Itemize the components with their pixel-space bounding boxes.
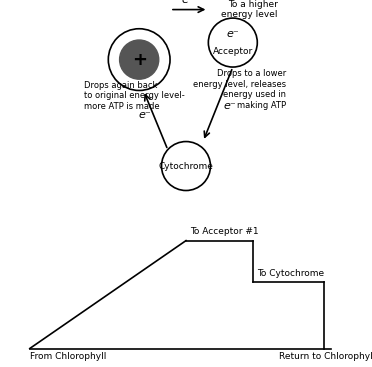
Text: e⁻: e⁻ — [227, 29, 239, 39]
Text: Acceptor: Acceptor — [213, 47, 253, 55]
Text: e⁻: e⁻ — [182, 0, 195, 6]
Text: Cytochrome: Cytochrome — [158, 161, 214, 171]
Text: Return to Chlorophyll: Return to Chlorophyll — [279, 352, 372, 361]
Text: From Chlorophyll: From Chlorophyll — [30, 352, 106, 361]
Text: To Acceptor #1: To Acceptor #1 — [190, 227, 258, 236]
Text: +: + — [132, 51, 147, 69]
Text: Drops to a lower
energy level, releases
energy used in
making ATP: Drops to a lower energy level, releases … — [193, 69, 286, 109]
Text: To a higher
energy level: To a higher energy level — [221, 0, 278, 19]
Text: To Cytochrome: To Cytochrome — [257, 269, 324, 277]
Text: e⁻: e⁻ — [223, 101, 236, 112]
Text: Drops again back
to original energy level-
more ATP is made: Drops again back to original energy leve… — [84, 81, 185, 111]
Circle shape — [119, 40, 159, 79]
Text: e⁻: e⁻ — [138, 110, 151, 120]
